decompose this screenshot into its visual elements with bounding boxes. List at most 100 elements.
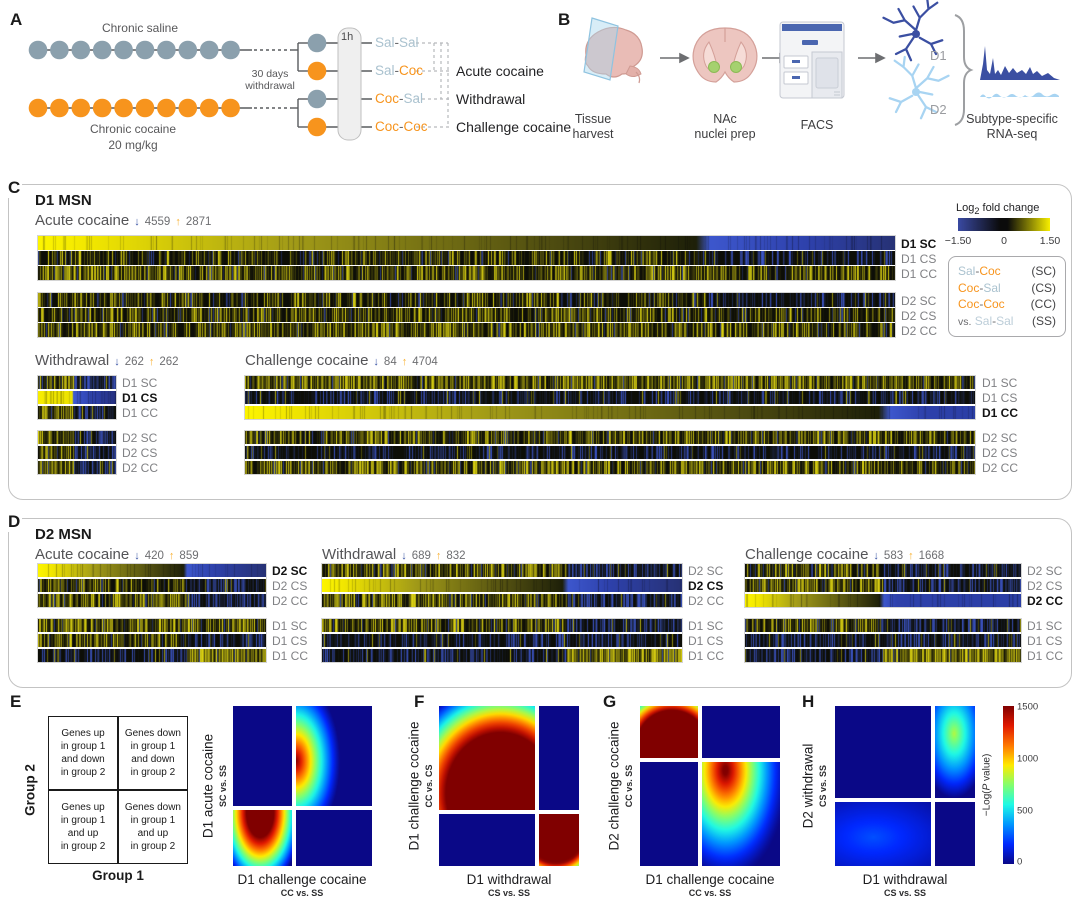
heatmap-row-label: D1 SC — [122, 376, 158, 390]
heatmap-row-d-wd-d1-1 — [322, 634, 682, 647]
heatmap-row-label: D2 CS — [1027, 579, 1063, 593]
rrho-H-quadrant-tr — [935, 706, 975, 798]
heatmap-row-d-ch-d2-1 — [745, 579, 1021, 592]
rrho-f-xsub: CS vs. SS — [487, 888, 531, 898]
condition-challenge: Challenge cocaine — [456, 119, 572, 135]
pvalue-tick-1500: 1500 — [1017, 701, 1039, 713]
legend-row-ss: vs. Sal-Sal (SS) — [958, 313, 1056, 328]
panel-b-diagram — [583, 0, 1060, 126]
rrho-f-ylabel: D1 challenge cocaine — [406, 721, 422, 851]
key-cell-tl: Genes up in group 1 and down in group 2 — [49, 717, 118, 790]
section-name: Challenge cocaine — [745, 546, 869, 563]
heatmap-block-frame-c-ch-d1 — [244, 375, 976, 420]
withdrawal-note-line1: 30 days — [251, 68, 289, 80]
log2fc-mid-tick: 0 — [1001, 235, 1007, 247]
heatmap-row-c-wd-d1-1 — [38, 391, 116, 404]
up-arrow-icon: ↑ — [401, 356, 408, 368]
up-count: 1668 — [918, 550, 945, 562]
down-count: 84 — [383, 356, 397, 368]
header-d-challenge: Challenge cocaine ↓ 583 ↑ 1668 — [745, 546, 944, 563]
tissue-harvest-label-2: harvest — [572, 127, 614, 141]
panel-d-title: D2 MSN — [35, 526, 92, 543]
heatmap-row-label: D1 CC — [1027, 649, 1064, 663]
rrho-F-quadrant-bl — [439, 814, 535, 866]
heatmap-block-frame-c-ch-d2 — [244, 430, 976, 475]
heatmap-row-d-wd-d2-2 — [322, 594, 682, 607]
panel-letter-g: G — [601, 692, 619, 712]
rrho-E-quadrant-bl — [233, 810, 292, 866]
brace-icon — [954, 14, 974, 126]
heatmap-row-d-ch-d1-0 — [745, 619, 1021, 632]
rrho-e-ysub: SC vs. SS — [218, 764, 228, 808]
log2fc-colorbar-title: Log2 fold change — [956, 202, 1040, 217]
rrho-e-xlabel: D1 challenge cocaine — [237, 872, 367, 887]
up-arrow-icon: ↑ — [168, 550, 175, 562]
heatmap-row-c-ch-d1-0 — [245, 376, 975, 389]
heatmap-row-label: D2 CC — [901, 323, 938, 338]
brain-icon — [583, 17, 643, 84]
rrho-e-ylabel: D1 acute cocaine — [200, 733, 216, 839]
heatmap-block-frame-d-acute-d2 — [37, 563, 267, 608]
rrho-H-quadrant-bl — [835, 802, 931, 866]
heatmap-row-label: D2 CC — [272, 594, 309, 608]
group-label-sal-coc: Sal-Coc — [375, 63, 424, 78]
legend-row-cc: Coc-Coc (CC) — [958, 297, 1056, 311]
heatmap-row-label: D1 SC — [688, 619, 724, 633]
pvalue-tick-500: 500 — [1017, 805, 1033, 817]
heatmap-row-d-acute-d1-2 — [38, 649, 266, 662]
key-cell-br: Genes down in group 1 and up in group 2 — [118, 790, 187, 863]
heatmap-row-d-wd-d2-1 — [322, 579, 682, 592]
panel-letter-e: E — [8, 692, 24, 712]
group-label-coc-sal: Coc-Sal — [375, 91, 424, 106]
injection-circles — [28, 33, 327, 137]
heatmap-row-c-acute-d1-1 — [38, 251, 895, 265]
facs-machine-icon — [779, 21, 845, 99]
rrho-f-ysub: CC vs. CS — [424, 764, 434, 808]
heatmap-row-label: D2 CC — [1027, 594, 1064, 608]
rrho-G-quadrant-tl — [640, 706, 698, 758]
heatmap-row-label: D1 CC — [688, 649, 725, 663]
header-c-challenge: Challenge cocaine ↓ 84 ↑ 4704 — [245, 352, 438, 369]
up-count: 4704 — [412, 356, 438, 368]
panel-d-box — [8, 518, 1072, 688]
down-count: 4559 — [144, 216, 171, 228]
group-connector-dashes — [410, 42, 452, 128]
heatmap-row-label: D2 SC — [688, 564, 724, 578]
heatmap-block-frame-d-ch-d1 — [744, 618, 1022, 663]
heatmap-row-label: D1 SC — [901, 236, 937, 251]
rrho-G-quadrant-bl — [640, 762, 698, 866]
rrho-H-quadrant-tl — [835, 706, 931, 798]
group-label-coc-coc: Coc-Coc — [375, 119, 428, 134]
rrho-g-xlabel: D1 challenge cocaine — [645, 872, 775, 887]
header-c-withdrawal: Withdrawal ↓ 262 ↑ 262 — [35, 352, 179, 369]
rrho-quadrant-key-table: Genes up in group 1 and down in group 2 … — [48, 716, 188, 864]
heatmap-block-frame-d-wd-d1 — [321, 618, 683, 663]
header-d-acute: Acute cocaine ↓ 420 ↑ 859 — [35, 546, 199, 563]
heatmap-row-c-acute-d2-2 — [38, 323, 895, 337]
heatmap-row-label: D1 SC — [982, 376, 1018, 390]
heatmap-row-label: D2 SC — [982, 431, 1018, 445]
pvalue-tick-0: 0 — [1017, 856, 1023, 868]
chronic-cocaine-label: Chronic cocaine — [89, 122, 177, 136]
heatmap-block-frame-c-acute-d1 — [37, 235, 896, 281]
panel-letter-f: F — [412, 692, 427, 712]
rrho-h-ysub: CS vs. SS — [818, 764, 828, 808]
rrho-E-quadrant-tl — [233, 706, 292, 806]
section-name: Challenge cocaine — [245, 352, 369, 369]
rrho-g-ylabel: D2 challenge cocaine — [606, 721, 622, 851]
down-arrow-icon: ↓ — [134, 550, 140, 562]
heatmap-row-c-wd-d2-1 — [38, 446, 116, 459]
up-count: 832 — [446, 550, 466, 562]
heatmap-row-d-acute-d2-0 — [38, 564, 266, 577]
rrho-F-quadrant-tl — [439, 706, 535, 810]
heatmap-row-label: D1 CS — [901, 251, 937, 266]
key-cell-bl: Genes up in group 1 and up in group 2 — [49, 790, 118, 863]
heatmap-row-c-wd-d2-0 — [38, 431, 116, 444]
heatmap-row-d-acute-d2-1 — [38, 579, 266, 592]
section-name: Acute cocaine — [35, 212, 130, 229]
pvalue-colorbar-label: −Log(P value) — [981, 753, 993, 817]
heatmap-row-label: D2 SC — [901, 293, 937, 308]
up-arrow-icon: ↑ — [175, 216, 181, 228]
heatmap-row-label: D2 CC — [122, 461, 159, 475]
heatmap-row-c-wd-d1-2 — [38, 406, 116, 419]
